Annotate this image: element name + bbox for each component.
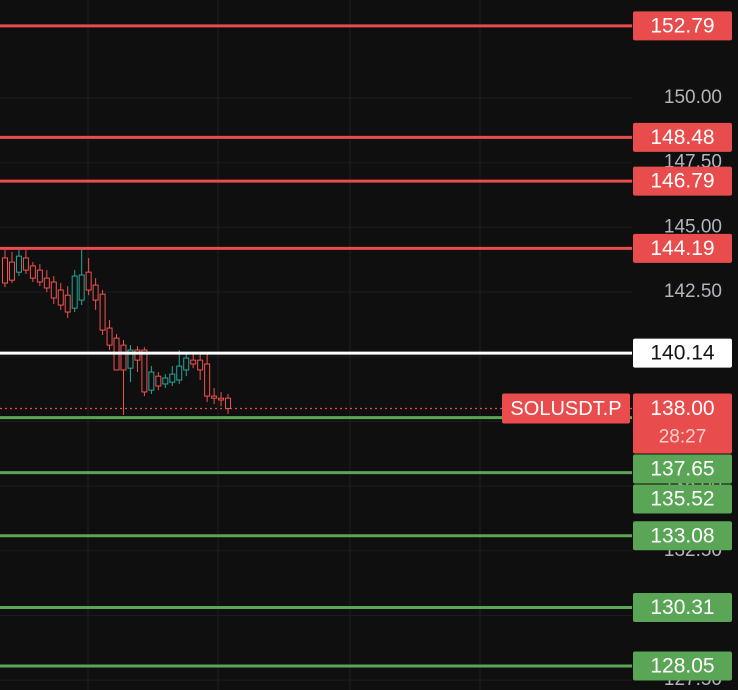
level-label: 135.52	[650, 488, 714, 511]
level-label: 140.14	[650, 342, 715, 365]
price-label: 138.00	[650, 397, 714, 420]
level-label-box	[633, 233, 732, 263]
countdown-label: 28:27	[659, 427, 707, 448]
level-label: 146.79	[650, 170, 714, 193]
y-tick-label: 150.00	[664, 87, 722, 108]
candle-body	[134, 349, 141, 361]
level-label: 128.05	[650, 654, 714, 677]
candle-body	[218, 397, 225, 401]
symbol-label-box	[502, 393, 630, 424]
level-label-box	[633, 651, 732, 681]
candle-body	[148, 371, 155, 391]
level-label-box	[633, 521, 732, 551]
candle-body	[15, 255, 22, 273]
candle-body	[127, 349, 134, 369]
candle-body	[78, 274, 85, 301]
candle-body	[8, 261, 15, 281]
level-label-box	[633, 592, 732, 622]
level-label: 148.48	[650, 126, 714, 149]
candle-body	[2, 257, 8, 284]
vertical-grid	[87, 0, 481, 690]
level-label-box	[633, 122, 732, 152]
candle-body	[204, 363, 211, 397]
candle-body	[190, 359, 197, 365]
candle-body	[211, 395, 218, 399]
level-label: 152.79	[650, 14, 714, 37]
level-label: 133.08	[650, 524, 714, 547]
candle-body	[92, 284, 99, 301]
candle-body	[50, 281, 57, 299]
price-label-box	[633, 393, 732, 454]
level-label: 137.65	[650, 458, 714, 481]
level-label-box	[633, 484, 732, 514]
candle-body	[57, 289, 64, 306]
candle-body	[169, 373, 176, 383]
symbol-label: SOLUSDT.P	[510, 398, 621, 420]
candle-body	[36, 269, 43, 283]
candle-body	[225, 397, 232, 410]
candle-body	[71, 275, 78, 309]
candle-body	[106, 327, 113, 346]
level-label-box	[633, 454, 732, 484]
candle-body	[155, 375, 162, 387]
candle-body	[22, 257, 29, 271]
level-label-box	[633, 11, 732, 41]
level-label: 130.31	[650, 596, 714, 619]
candle-body	[120, 344, 127, 371]
level-label: 144.19	[650, 237, 714, 260]
y-tick-label: 142.50	[664, 281, 722, 302]
candle-body	[64, 294, 71, 313]
candle-body	[99, 293, 106, 331]
candle-body	[29, 265, 36, 279]
y-tick-label: 145.00	[664, 216, 722, 237]
candle-body	[43, 277, 50, 289]
candle-body	[197, 359, 204, 371]
level-label-box	[633, 166, 732, 196]
candle-body	[183, 357, 190, 371]
candle-body	[141, 349, 148, 393]
candle-body	[176, 365, 183, 381]
level-label-box	[633, 338, 732, 368]
candle-body	[85, 271, 92, 291]
candle-body	[162, 377, 169, 385]
